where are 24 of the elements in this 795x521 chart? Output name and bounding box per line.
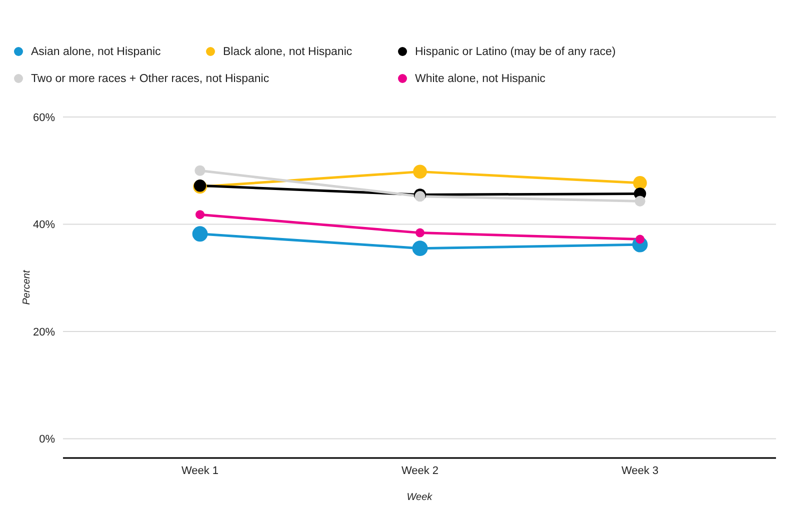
point: [412, 240, 428, 256]
x-tick-label: Week 2: [401, 464, 439, 477]
point: [416, 228, 424, 238]
point: [413, 164, 427, 179]
y-axis-title: Percent: [22, 269, 33, 305]
legend-label: White alone, not Hispanic: [415, 72, 546, 84]
point: [633, 176, 647, 190]
x-axis-title: Week: [406, 492, 434, 503]
point: [414, 191, 426, 202]
legend-label: Hispanic or Latino (may be of any race): [415, 46, 616, 58]
point: [192, 226, 208, 242]
y-tick-label: 40%: [32, 219, 56, 232]
point: [194, 165, 206, 176]
point: [636, 234, 644, 244]
legend-label: Asian alone, not Hispanic: [31, 46, 161, 58]
legend-label: Two or more races + Other races, not Hispanic: [31, 72, 270, 84]
x-tick-label: Week 3: [621, 464, 659, 477]
x-tick-label: Week 1: [181, 464, 219, 477]
point: [634, 196, 646, 206]
point: [196, 210, 204, 220]
y-tick-label: 20%: [32, 326, 56, 338]
y-tick-label: 0%: [39, 434, 56, 446]
legend-label: Black alone, not Hispanic: [223, 46, 352, 58]
y-tick-label: 60%: [32, 112, 56, 124]
